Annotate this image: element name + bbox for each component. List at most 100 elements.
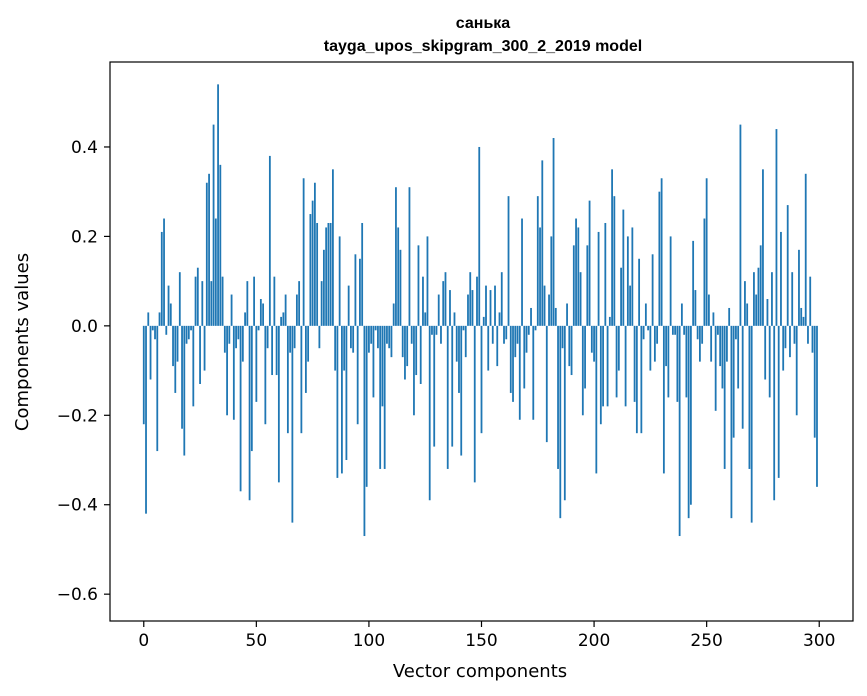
bar-169 — [523, 325, 526, 389]
bar-207 — [608, 316, 611, 326]
bar-71 — [302, 178, 305, 326]
bar-156 — [494, 285, 496, 326]
bar-214 — [624, 325, 627, 407]
bar-84 — [332, 169, 334, 326]
bar-97 — [361, 222, 364, 326]
bar-233 — [667, 325, 670, 398]
bar-227 — [653, 325, 656, 362]
bar-232 — [665, 325, 668, 367]
bar-277 — [766, 299, 769, 326]
bar-201 — [595, 325, 598, 474]
bar-296 — [809, 276, 812, 326]
bar-3 — [149, 325, 152, 380]
bar-57 — [271, 325, 274, 376]
bar-64 — [286, 325, 289, 434]
bar-217 — [631, 227, 634, 326]
bar-234 — [669, 236, 672, 326]
bar-114 — [399, 249, 402, 326]
bar-209 — [613, 196, 616, 326]
bar-9 — [163, 218, 165, 326]
bar-41 — [235, 325, 237, 349]
bar-52 — [259, 299, 262, 326]
bar-188 — [566, 303, 568, 326]
bar-220 — [638, 258, 641, 326]
bar-186 — [561, 325, 564, 349]
bar-236 — [674, 325, 677, 335]
bar-61 — [280, 316, 283, 326]
bar-6 — [156, 325, 159, 452]
bar-130 — [435, 325, 438, 335]
bar-249 — [703, 218, 706, 326]
bar-39 — [230, 294, 233, 326]
bar-168 — [521, 218, 523, 326]
bar-175 — [536, 196, 539, 326]
bar-187 — [563, 325, 566, 501]
bar-96 — [359, 258, 361, 326]
bar-131 — [437, 294, 440, 326]
bar-2 — [147, 312, 150, 326]
bar-138 — [453, 312, 456, 326]
bar-146 — [471, 290, 474, 326]
bar-147 — [473, 325, 476, 483]
bar-153 — [487, 325, 490, 371]
bar-158 — [498, 312, 501, 326]
bar-197 — [586, 245, 589, 326]
bar-141 — [460, 325, 463, 456]
y-tick-label: −0.6 — [57, 585, 98, 605]
bar-159 — [500, 272, 503, 326]
bar-150 — [480, 325, 483, 434]
x-tick-label: 250 — [690, 631, 722, 651]
bar-149 — [478, 146, 481, 326]
bar-62 — [282, 312, 285, 326]
bar-154 — [489, 290, 492, 326]
bar-179 — [545, 325, 548, 443]
bar-230 — [660, 178, 663, 326]
bar-28 — [205, 182, 208, 326]
bar-252 — [710, 325, 713, 362]
bar-225 — [649, 325, 652, 371]
bar-205 — [604, 222, 607, 326]
bar-5 — [154, 325, 156, 340]
bar-211 — [617, 325, 620, 371]
bar-224 — [647, 325, 650, 331]
bar-180 — [548, 294, 550, 326]
bar-113 — [397, 227, 400, 326]
bar-151 — [482, 316, 485, 326]
bar-23 — [194, 276, 197, 326]
bar-241 — [685, 325, 688, 398]
bar-107 — [383, 325, 386, 469]
bar-18 — [183, 325, 186, 456]
bar-69 — [298, 281, 301, 326]
bar-199 — [590, 325, 593, 353]
bar-13 — [172, 325, 174, 367]
bar-108 — [386, 325, 388, 344]
bar-216 — [629, 285, 631, 326]
bar-21 — [190, 325, 192, 331]
bar-110 — [390, 325, 393, 358]
bar-259 — [726, 325, 728, 362]
bar-162 — [507, 196, 510, 326]
bar-208 — [611, 169, 613, 326]
bar-213 — [622, 209, 625, 326]
chart-subtitle: tayga_upos_skipgram_300_2_2019 model — [324, 38, 642, 55]
bar-260 — [728, 307, 731, 326]
bar-16 — [178, 272, 181, 326]
bar-144 — [467, 294, 469, 326]
bar-189 — [568, 325, 571, 367]
bar-293 — [802, 316, 805, 326]
bar-174 — [534, 325, 537, 331]
bar-100 — [368, 325, 370, 353]
bar-166 — [516, 325, 519, 344]
bar-43 — [239, 325, 242, 492]
bar-291 — [798, 249, 800, 326]
bar-163 — [509, 325, 512, 393]
bar-123 — [419, 325, 422, 384]
bar-215 — [626, 236, 629, 326]
bar-31 — [212, 124, 215, 326]
bar-219 — [635, 325, 638, 434]
bar-104 — [377, 325, 379, 349]
bar-139 — [455, 325, 458, 362]
bar-47 — [248, 325, 251, 501]
bar-239 — [680, 303, 683, 326]
bar-242 — [687, 325, 690, 519]
